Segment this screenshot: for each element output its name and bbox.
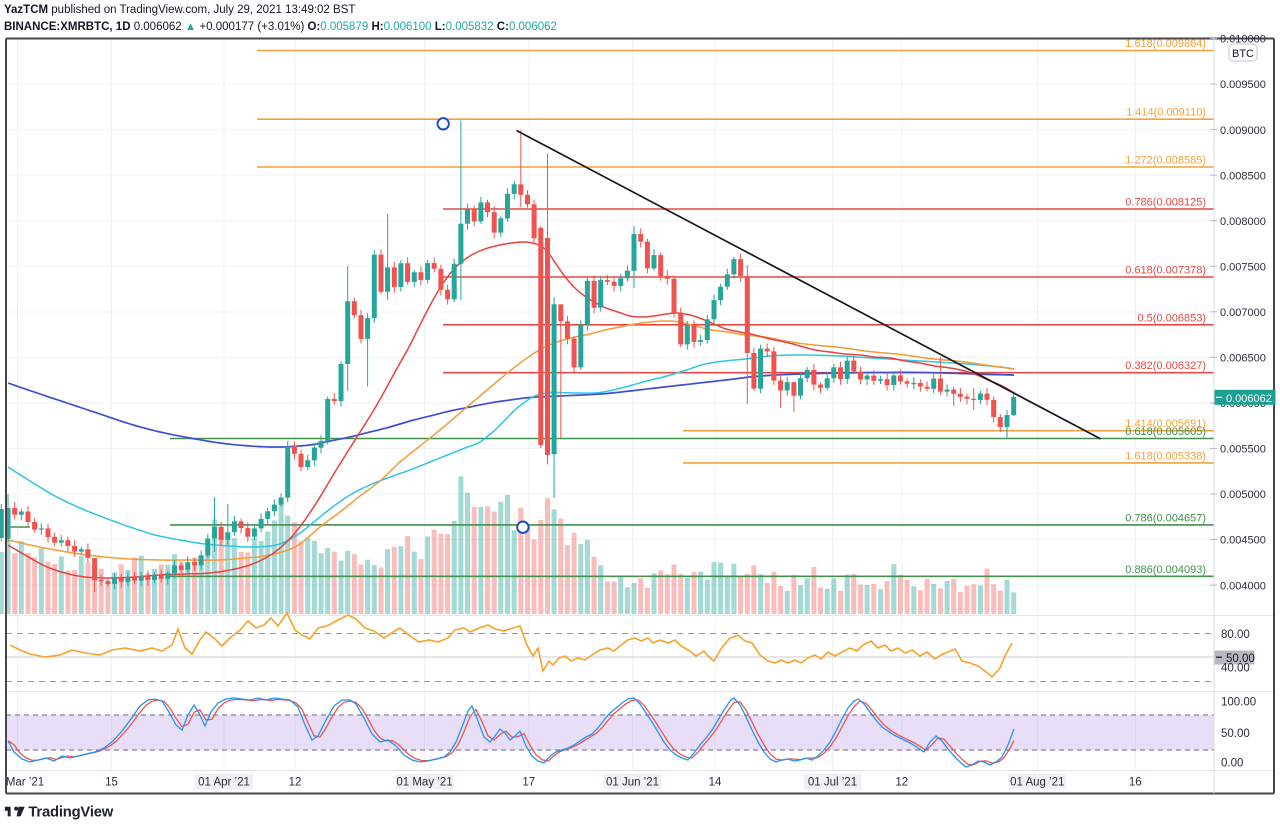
svg-text:12: 12 <box>895 777 908 789</box>
svg-text:01 May ’21: 01 May ’21 <box>396 777 452 789</box>
svg-text:0.004000: 0.004000 <box>1220 580 1266 592</box>
svg-text:0.618(0.007378): 0.618(0.007378) <box>1125 265 1206 277</box>
svg-text:0.006500: 0.006500 <box>1220 353 1266 365</box>
svg-text:0.382(0.006327): 0.382(0.006327) <box>1125 360 1206 372</box>
svg-text:17: 17 <box>522 777 535 789</box>
svg-text:1.414(0.005691): 1.414(0.005691) <box>1125 418 1206 430</box>
svg-text:BINANCE:XMRBTC, 1D 0.006062 ▲: BINANCE:XMRBTC, 1D 0.006062 ▲ +0.000177 … <box>4 21 557 33</box>
svg-text:1.618(0.009864): 1.618(0.009864) <box>1125 38 1206 50</box>
svg-text:0.010000: 0.010000 <box>1220 34 1266 46</box>
svg-text:0.5(0.006853): 0.5(0.006853) <box>1138 312 1207 324</box>
svg-text:100.00: 100.00 <box>1221 697 1256 709</box>
svg-text:BTC: BTC <box>1232 48 1254 60</box>
svg-text:0.00: 0.00 <box>1221 758 1243 770</box>
svg-text:80.00: 80.00 <box>1221 629 1250 641</box>
svg-text:TradingView: TradingView <box>28 805 113 821</box>
svg-text:01 Aug ’21: 01 Aug ’21 <box>1010 777 1064 789</box>
svg-text:0.005500: 0.005500 <box>1220 444 1266 456</box>
svg-text:0.786(0.008125): 0.786(0.008125) <box>1125 197 1206 209</box>
svg-text:1.414(0.009110): 1.414(0.009110) <box>1126 107 1206 119</box>
svg-text:40.00: 40.00 <box>1221 663 1250 675</box>
svg-text:0.007000: 0.007000 <box>1220 307 1266 319</box>
svg-text:YazTCM published on TradingVie: YazTCM published on TradingView.com, Jul… <box>4 4 355 16</box>
svg-text:50.00: 50.00 <box>1226 653 1255 665</box>
svg-text:0.008500: 0.008500 <box>1220 170 1266 182</box>
svg-text:15: 15 <box>105 777 118 789</box>
svg-text:0.007500: 0.007500 <box>1220 261 1266 273</box>
svg-text:Mar ’21: Mar ’21 <box>6 777 44 789</box>
svg-text:50.00: 50.00 <box>1221 728 1250 740</box>
svg-text:1.272(0.008585): 1.272(0.008585) <box>1125 155 1206 167</box>
svg-text:0.005000: 0.005000 <box>1220 489 1266 501</box>
svg-text:16: 16 <box>1129 777 1142 789</box>
svg-text:01 Apr ’21: 01 Apr ’21 <box>198 777 250 789</box>
svg-text:14: 14 <box>709 777 722 789</box>
svg-text:0.009500: 0.009500 <box>1220 79 1266 91</box>
svg-text:0.009000: 0.009000 <box>1220 125 1266 137</box>
svg-text:0.006062: 0.006062 <box>1226 393 1272 405</box>
svg-text:0.886(0.004093): 0.886(0.004093) <box>1125 564 1206 576</box>
svg-text:0.004500: 0.004500 <box>1220 535 1266 547</box>
svg-text:0.618(0.005605): 0.618(0.005605) <box>1125 426 1206 438</box>
svg-text:12: 12 <box>289 777 302 789</box>
svg-text:1.618(0.005338): 1.618(0.005338) <box>1125 450 1206 462</box>
svg-text:01 Jul ’21: 01 Jul ’21 <box>808 777 857 789</box>
svg-text:0.008000: 0.008000 <box>1220 216 1266 228</box>
svg-text:01 Jun ’21: 01 Jun ’21 <box>606 777 659 789</box>
svg-text:0.786(0.004657): 0.786(0.004657) <box>1125 512 1206 524</box>
